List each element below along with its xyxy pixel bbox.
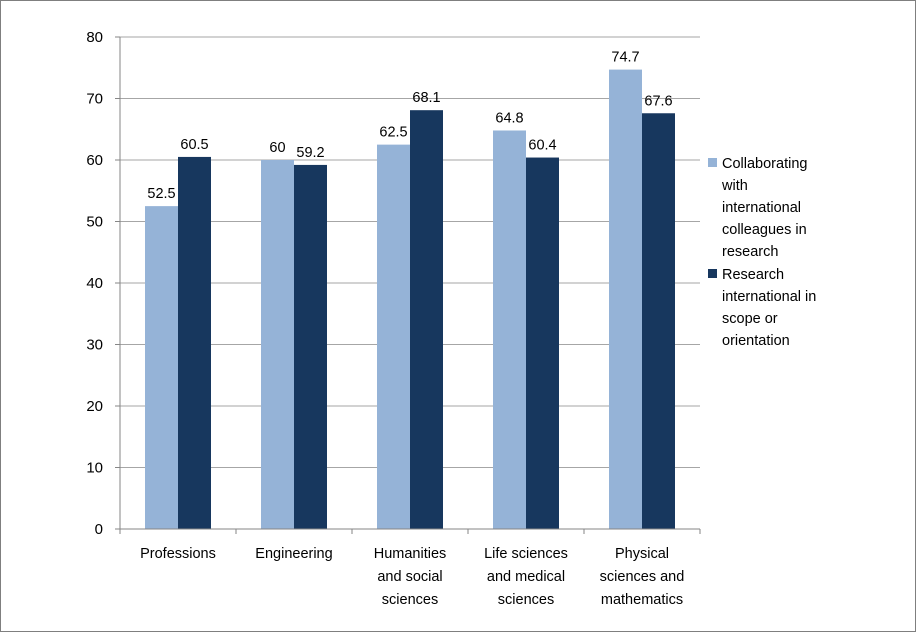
bars	[145, 69, 675, 530]
legend: Collaborating with international colleagues…	[708, 156, 816, 349]
data-label: 60	[269, 140, 285, 156]
y-tick-label: 70	[86, 91, 103, 108]
data-label: 67.6	[644, 93, 672, 109]
bar-series1	[377, 144, 410, 529]
y-tick-label: 20	[86, 398, 103, 415]
legend-label: international	[722, 200, 801, 216]
x-category-label: mathematics	[601, 592, 683, 608]
y-tick-label: 50	[86, 214, 103, 231]
legend-label: scope or	[722, 311, 778, 327]
bar-series1	[261, 160, 294, 529]
y-tick-label: 60	[86, 152, 103, 169]
legend-label: orientation	[722, 333, 790, 349]
bar-series2	[294, 164, 327, 530]
x-category-label: sciences	[498, 592, 554, 608]
legend-label: international in	[722, 289, 816, 305]
legend-label: colleagues in	[722, 222, 807, 238]
bar-series1	[609, 69, 642, 529]
legend-label: Research	[722, 267, 784, 283]
x-category-label: and medical	[487, 569, 565, 585]
x-category-labels: Professions Engineering Humanities and soci…	[140, 546, 684, 608]
bar-series1	[493, 130, 526, 530]
y-tick-label: 0	[95, 521, 103, 538]
data-label: 60.5	[180, 137, 208, 153]
x-category-label: sciences	[382, 592, 438, 608]
data-label: 62.5	[379, 125, 407, 141]
legend-label: with	[721, 178, 748, 194]
x-category-label: Life sciences	[484, 546, 568, 562]
data-label: 74.7	[611, 50, 639, 66]
legend-label: research	[722, 244, 778, 260]
data-label: 59.2	[296, 145, 324, 161]
x-category-label: sciences and	[600, 569, 685, 585]
y-tick-labels: 0 10 20 30 40 50 60 70 80	[86, 29, 103, 538]
bar-series2	[410, 110, 443, 529]
y-tick-label: 40	[86, 275, 103, 292]
bar-series2	[526, 157, 559, 530]
data-labels: 52.5 60.5 60 59.2 62.5 68.1 64.8 60.4 74.7 67.6	[147, 50, 672, 203]
legend-swatch	[708, 158, 717, 167]
data-label: 52.5	[147, 186, 175, 202]
legend-label: Collaborating	[722, 156, 807, 172]
data-label: 68.1	[412, 90, 440, 106]
data-label: 60.4	[528, 138, 556, 154]
x-category-label: and social	[377, 569, 442, 585]
bar-series2	[178, 156, 211, 530]
x-category-label: Engineering	[255, 546, 332, 562]
x-category-label: Humanities	[374, 546, 447, 562]
bar-series2	[642, 113, 675, 529]
y-tick-label: 10	[86, 460, 103, 477]
axes	[115, 36, 701, 534]
y-tick-label: 30	[86, 337, 103, 354]
bar-series1	[145, 206, 178, 529]
x-category-label: Professions	[140, 546, 216, 562]
legend-swatch	[708, 269, 717, 278]
x-category-label: Physical	[615, 546, 669, 562]
data-label: 64.8	[495, 110, 523, 126]
y-tick-label: 80	[86, 29, 103, 46]
